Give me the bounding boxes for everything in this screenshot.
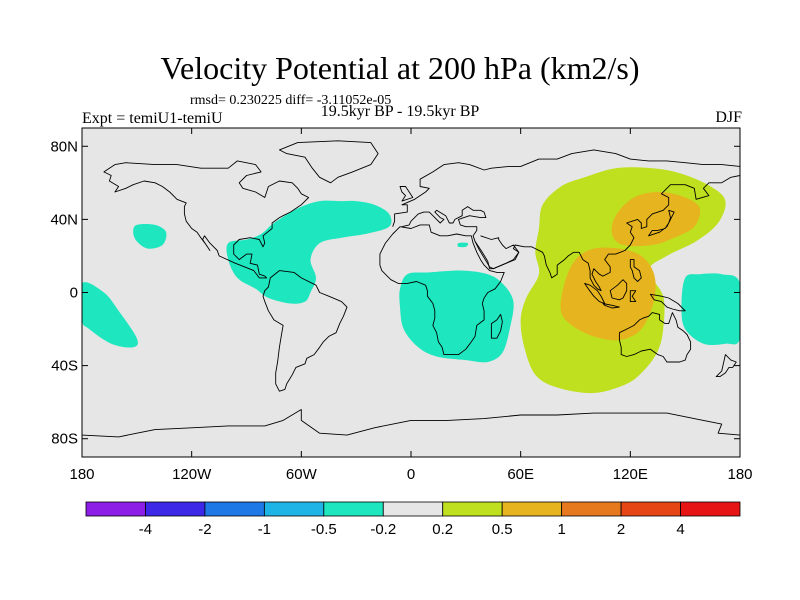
colorbar-label: -1 — [258, 521, 271, 538]
negative-anomaly-south-pacific-west — [82, 282, 138, 348]
map-title: Velocity Potential at 200 hPa (km2/s) — [160, 50, 640, 86]
europe-asia-coast — [392, 149, 740, 292]
y-tick-label: 40S — [51, 358, 78, 375]
colorbar-swatch — [263, 501, 325, 517]
positive-anomaly-east-asia-core — [611, 192, 701, 247]
negative-anomaly-africa — [399, 270, 514, 363]
x-tick-label: 180 — [727, 466, 752, 483]
colorbar-label: -4 — [139, 521, 152, 538]
colorbar-label: 2 — [617, 521, 625, 538]
madagascar-coast — [490, 313, 503, 339]
colorbar-label: 4 — [676, 521, 684, 538]
africa-coast — [379, 224, 505, 356]
greenland-coast — [278, 140, 379, 184]
japan-coast — [648, 209, 675, 237]
antarctica-coast — [82, 409, 740, 438]
x-tick-label: 60E — [507, 466, 534, 483]
sulawesi-coast — [629, 290, 637, 303]
indonesia-java — [602, 303, 620, 309]
colorbar-label: 0.2 — [432, 521, 453, 538]
negative-anomaly-red-sea-dot — [457, 242, 469, 248]
north-america-coast — [103, 160, 310, 279]
period-label: 19.5kyr BP - 19.5kyr BP — [320, 103, 480, 120]
new-zealand-coast — [715, 354, 737, 378]
season-label: DJF — [715, 109, 742, 126]
coastlines — [82, 140, 740, 438]
negative-anomaly-atlantic-americas — [226, 200, 392, 304]
x-tick-label: 120E — [613, 466, 648, 483]
colorbar-label: 0.5 — [492, 521, 513, 538]
colorbar-label: 1 — [557, 521, 565, 538]
australia-coast — [618, 312, 692, 363]
colorbar-label: -0.5 — [311, 521, 337, 538]
colorbar-swatch — [561, 501, 622, 517]
stats-text: rmsd= 0.230225 diff= -3.11052e-05 — [190, 93, 392, 108]
british-isles-coast — [399, 186, 414, 202]
colorbar-swatch — [442, 501, 503, 517]
colorbar: -4 -2 -1 -0.5 -0.2 0.2 0.5 1 2 4 — [85, 501, 741, 538]
colorbar-swatch — [323, 501, 384, 517]
south-america-coast — [262, 270, 348, 392]
colorbar-label: -2 — [198, 521, 211, 538]
y-tick-label: 80S — [51, 431, 78, 448]
colorbar-swatch — [501, 501, 563, 517]
colorbar-swatch — [620, 501, 681, 517]
borneo-coast — [609, 279, 628, 301]
colorbar-label: -0.2 — [370, 521, 396, 538]
y-tick-label: 40N — [50, 211, 78, 228]
positive-anomaly-maritime-core — [560, 247, 656, 341]
x-tick-label: 180 — [69, 466, 94, 483]
colorbar-swatch — [85, 501, 146, 517]
new-guinea-coast — [649, 293, 686, 312]
x-tick-label: 0 — [407, 466, 415, 483]
colorbar-swatch — [680, 501, 741, 517]
negative-anomaly-north-pacific — [133, 224, 167, 249]
colorbar-swatch — [382, 501, 444, 517]
axis-ticks: 180 120W 60W 0 60E 120E 180 80N 40N 0 40S 80S — [50, 128, 753, 483]
colorbar-swatch — [145, 501, 206, 517]
x-tick-label: 60W — [286, 466, 318, 483]
colorbar-swatch — [204, 501, 265, 517]
negative-anomaly-west-pacific-east — [681, 273, 740, 345]
experiment-label: Expt = temiU1-temiU — [82, 110, 223, 127]
philippines-coast — [629, 259, 642, 282]
x-tick-label: 120W — [172, 466, 212, 483]
y-tick-label: 0 — [70, 285, 78, 302]
y-tick-label: 80N — [50, 138, 78, 155]
arabia-coast — [474, 235, 520, 270]
